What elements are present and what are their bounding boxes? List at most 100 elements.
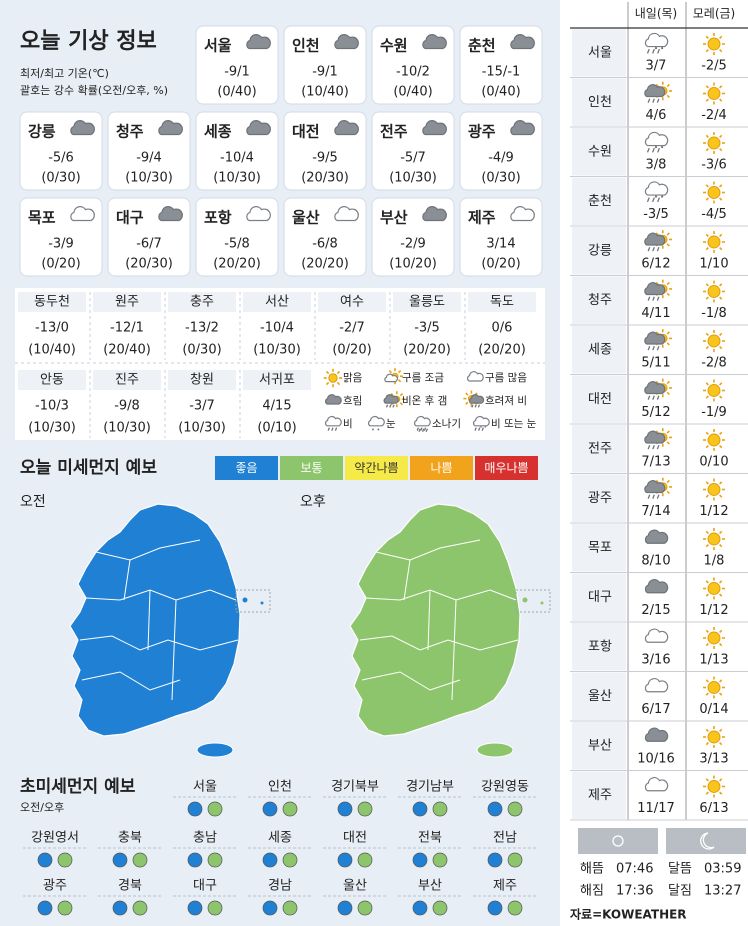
rain [647, 395, 651, 400]
row-name-cell [572, 672, 626, 720]
map-label: 오전 [20, 494, 46, 510]
cloud [384, 373, 398, 383]
region-name: 경북 [118, 879, 142, 894]
row-name-cell [572, 573, 626, 621]
cloud [466, 371, 484, 382]
cloud [324, 394, 342, 405]
cloud [510, 206, 535, 222]
scale-box [345, 456, 408, 480]
sun-outline [612, 835, 624, 847]
rain [327, 427, 331, 431]
rain-chance: (20/30) [125, 257, 173, 272]
moon-outline [700, 832, 715, 850]
city-name: 서귀포 [259, 373, 295, 388]
region-name: 서울 [193, 780, 217, 795]
weather-icon [644, 727, 669, 742]
sun [707, 87, 721, 100]
sun [328, 373, 338, 383]
region-name: 강원영동 [481, 780, 529, 795]
rain [656, 395, 660, 400]
rain-chance: (0/40) [393, 85, 432, 100]
temperature: -2/5 [701, 59, 727, 74]
rain [331, 427, 334, 431]
rain [652, 247, 655, 252]
weather-icon [383, 391, 405, 408]
sun-ray [719, 791, 723, 795]
dust-dot-am [487, 900, 503, 916]
sun-ray [719, 296, 723, 300]
sun-ray [666, 331, 670, 335]
rain-chance: (0/30) [182, 343, 221, 358]
region-name: 울산 [343, 879, 367, 894]
dust-dot-am [37, 852, 53, 868]
legend-label: 비 [343, 418, 353, 430]
sun-ray [705, 481, 709, 485]
dust-dot-am [187, 852, 203, 868]
region-name: 충북 [118, 831, 142, 846]
sun-ray [705, 530, 709, 534]
city-name: 전주 [380, 123, 408, 141]
city-name: 울릉도 [409, 295, 445, 310]
city-name: 수원 [588, 145, 612, 160]
sun-ray [465, 401, 469, 405]
region-name: 충남 [193, 831, 217, 846]
scale-box [475, 456, 538, 480]
note: 괄호는 강수 확률(오전/오후, %) [20, 84, 168, 97]
sun-moon-label: 해뜸 [580, 862, 604, 877]
rain-chance: (20/20) [478, 343, 526, 358]
sun-ray [705, 85, 709, 89]
sun-ray [719, 49, 723, 53]
sun [707, 186, 721, 199]
sun-ray [719, 332, 723, 336]
column-header: 모레(금) [693, 7, 735, 21]
rain-chance: (10/30) [178, 421, 226, 436]
temperature: -10/3 [35, 399, 69, 414]
weather-icon [644, 131, 669, 153]
rain [652, 346, 655, 351]
temperature: -10/4 [260, 321, 294, 336]
rain [647, 247, 651, 252]
cloud [644, 84, 666, 98]
sun-ray [705, 728, 709, 732]
temperature: -6/8 [312, 237, 338, 252]
city-name: 울산 [292, 209, 320, 227]
cloud [644, 232, 666, 246]
city-name: 청주 [116, 123, 144, 141]
cloud [334, 206, 359, 222]
name-band [468, 292, 536, 312]
weather-icon [334, 120, 359, 136]
region-name: 경남 [268, 879, 292, 894]
rain [418, 428, 421, 433]
region-name: 제주 [493, 879, 517, 894]
temperature: 2/15 [641, 603, 670, 618]
region-name: 대구 [193, 879, 217, 894]
dust-dot-am [337, 852, 353, 868]
cloud [246, 34, 271, 50]
rain [652, 445, 655, 450]
sun-ray [399, 392, 404, 397]
weather-icon [703, 280, 725, 303]
weather-icon [324, 394, 342, 405]
dust-dot-pm [507, 852, 523, 868]
sun-ray [719, 98, 723, 102]
rain [647, 98, 651, 103]
cloud [246, 120, 271, 136]
temperature: 6/17 [641, 702, 670, 717]
region-name: 대전 [343, 831, 367, 846]
city-name: 부산 [380, 209, 408, 227]
sun-ray [666, 391, 670, 396]
sun-ray [325, 370, 330, 375]
city-name: 원주 [115, 295, 139, 310]
dust-dot-pm [282, 900, 298, 916]
legend-label: 구름 많음 [485, 372, 527, 384]
sun-ray [666, 490, 670, 495]
name-band [168, 292, 236, 312]
name-band [243, 292, 311, 312]
dust-dot-pm [207, 852, 223, 868]
sun-ray [325, 381, 330, 386]
name-band [93, 370, 161, 390]
sun [707, 780, 721, 793]
rain [656, 494, 660, 499]
dust-dot-am [112, 900, 128, 916]
cloud [644, 430, 666, 444]
